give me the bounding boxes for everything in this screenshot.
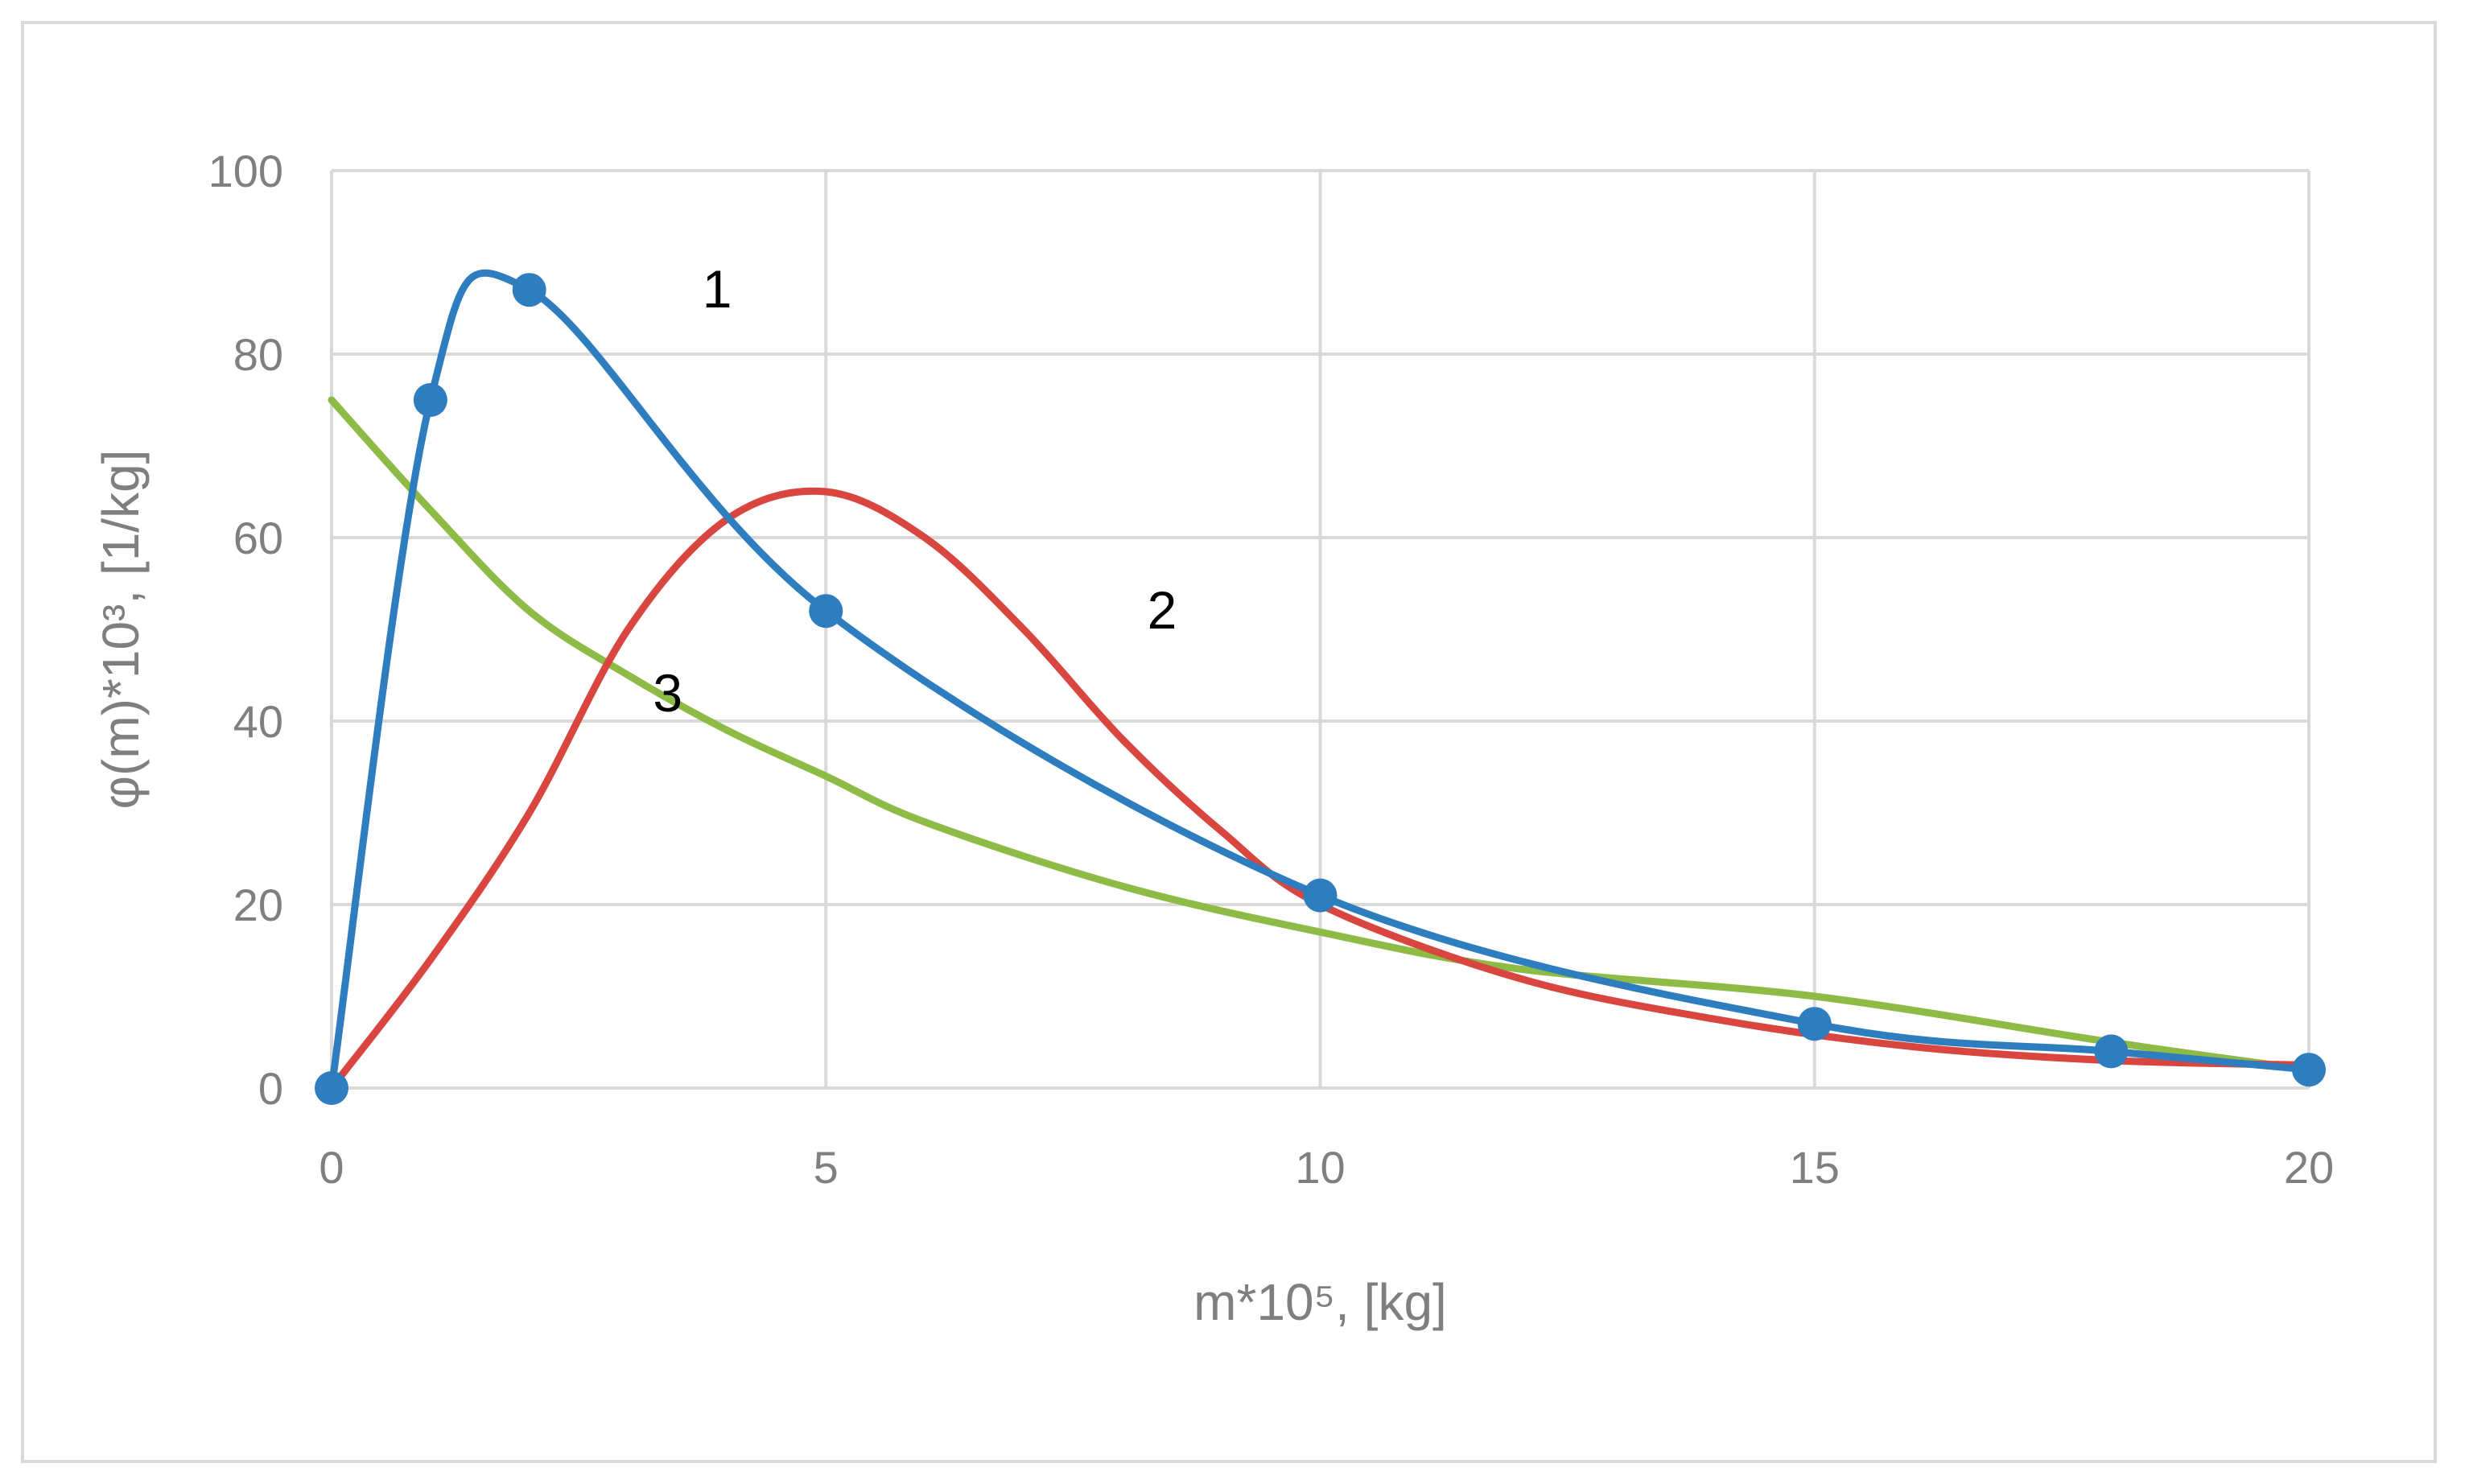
chart-frame bbox=[21, 21, 2437, 1463]
series-3-line bbox=[328, 396, 2313, 1074]
x-tick-label: 20 bbox=[2284, 1142, 2334, 1193]
y-axis-title: φ(m)*10³, [1/kg] bbox=[92, 450, 150, 810]
x-tick-label: 0 bbox=[319, 1142, 344, 1193]
y-tick-label: 20 bbox=[233, 880, 283, 930]
series-1-point bbox=[2292, 1053, 2326, 1087]
series-1-point bbox=[2094, 1034, 2129, 1069]
series-1-point bbox=[1303, 878, 1338, 913]
curve-label-2: 2 bbox=[1148, 580, 1177, 640]
series-1-line bbox=[328, 269, 2313, 1092]
series-1-point bbox=[809, 594, 843, 629]
curve-label-3: 3 bbox=[653, 663, 682, 723]
y-tick-label: 60 bbox=[233, 513, 283, 563]
series-2-line bbox=[328, 487, 2313, 1092]
series-markers bbox=[315, 273, 2326, 1105]
x-tick-label: 10 bbox=[1295, 1142, 1345, 1193]
x-tick-label: 5 bbox=[814, 1142, 839, 1193]
series-1-point bbox=[1797, 1007, 1832, 1041]
curve-label-1: 1 bbox=[703, 259, 732, 319]
y-tick-label: 80 bbox=[233, 329, 283, 380]
y-tick-label: 100 bbox=[208, 146, 283, 196]
series-1-point bbox=[413, 383, 447, 417]
series-1-point bbox=[315, 1071, 348, 1105]
tick-labels: 0 20 40 60 80 100 0 5 10 15 20 bbox=[208, 146, 2335, 1193]
series-1-point bbox=[512, 273, 546, 307]
y-tick-label: 0 bbox=[258, 1063, 283, 1114]
x-tick-label: 15 bbox=[1790, 1142, 1840, 1193]
series-lines bbox=[328, 269, 2313, 1092]
grid bbox=[330, 169, 2310, 1090]
x-axis-title: m*10⁵, [kg] bbox=[1193, 1273, 1447, 1331]
y-tick-label: 40 bbox=[233, 696, 283, 747]
curve-annotations: 1 2 3 bbox=[653, 259, 1177, 723]
